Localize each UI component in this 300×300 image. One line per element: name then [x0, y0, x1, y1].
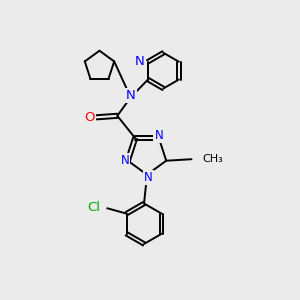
Text: N: N — [126, 89, 136, 102]
Text: N: N — [154, 129, 163, 142]
Text: N: N — [135, 55, 144, 68]
Text: N: N — [144, 171, 153, 184]
Text: O: O — [85, 111, 95, 124]
Text: Cl: Cl — [87, 201, 100, 214]
Text: N: N — [121, 154, 129, 167]
Text: CH₃: CH₃ — [203, 154, 224, 164]
